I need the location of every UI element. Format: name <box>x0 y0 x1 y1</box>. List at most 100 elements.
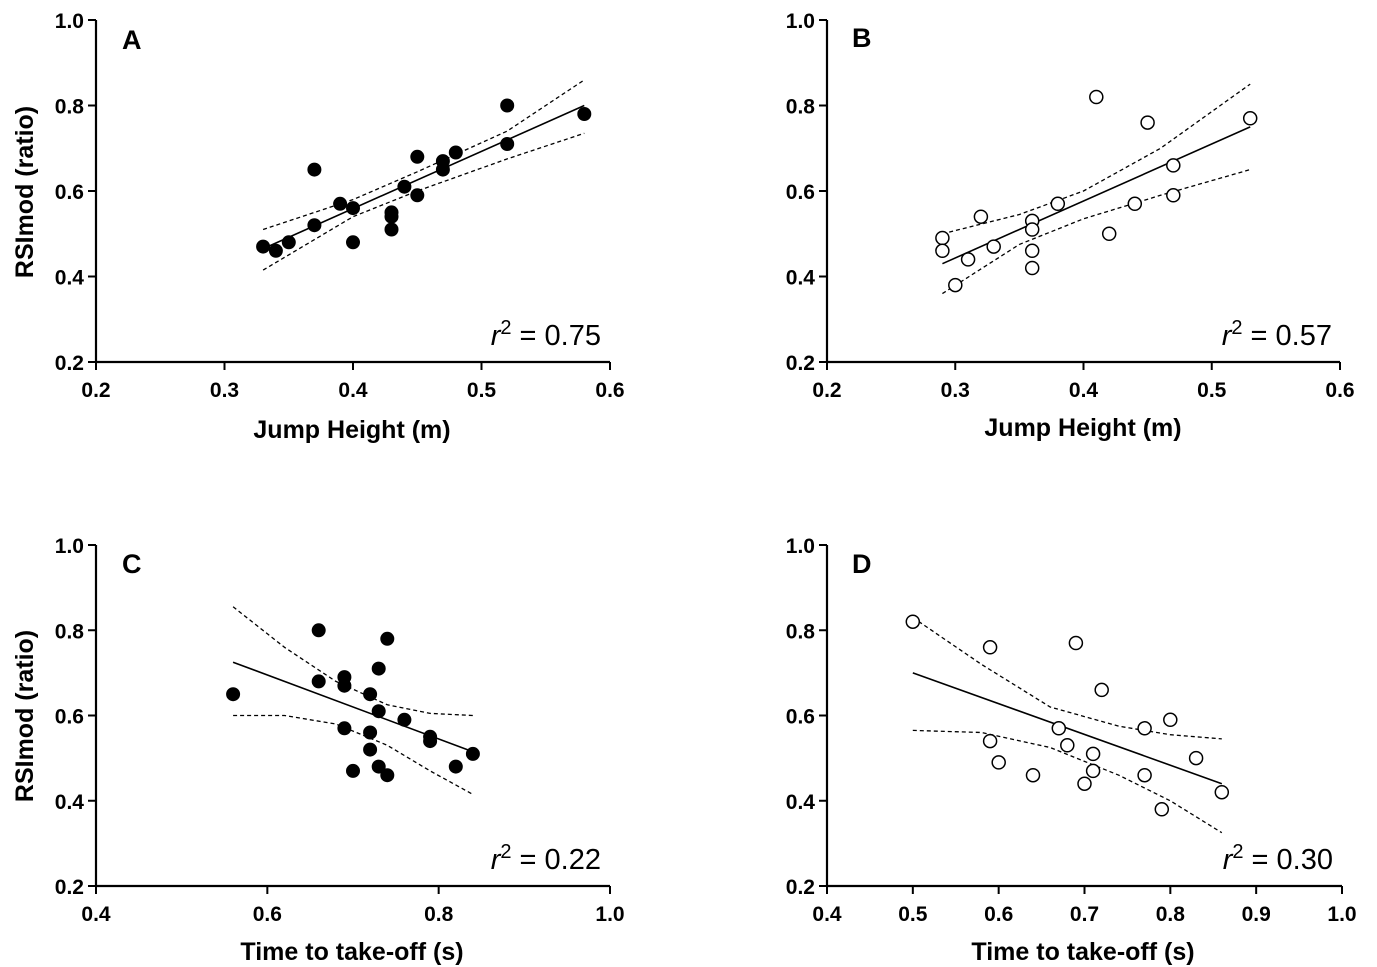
panel-c-data-point <box>226 687 241 702</box>
panel-c-ci-upper-line <box>232 606 473 717</box>
panel-c-data-point <box>397 712 412 727</box>
panel-c-data-point <box>337 678 352 693</box>
panel-b-x-tick-label: 0.4 <box>1069 379 1099 402</box>
panel-d-data-point <box>1051 721 1067 736</box>
panel-d-data-point <box>1068 635 1084 651</box>
panel-c-data-point <box>363 742 378 757</box>
panel-b-data-point <box>1024 222 1040 237</box>
panel-c-data-point <box>371 759 386 774</box>
panel-c-label: C <box>122 549 142 579</box>
panel-b-data-point <box>935 230 950 246</box>
panel-d-x-tick-label: 0.4 <box>812 903 842 926</box>
panel-d-r-value: = 0.30 <box>1244 844 1334 876</box>
panel-b-r-squared: r2 = 0.57 <box>1222 317 1332 352</box>
panel-b-data-point <box>935 243 950 259</box>
panel-a-ci-lower-line <box>262 132 585 271</box>
panel-a-x-tick-label: 0.2 <box>81 379 110 402</box>
panel-d-regression-line <box>912 672 1223 785</box>
panel-a-data-point <box>500 98 515 113</box>
panel-c-regression-line <box>232 661 474 753</box>
panel-a-data-point <box>384 209 399 224</box>
panel-d-x-tick-label: 0.8 <box>1156 903 1186 926</box>
panel-a-y-tick-label: 1.0 <box>55 10 84 33</box>
panel-c-data-point <box>363 725 378 740</box>
panel-b-ci-lower-line <box>942 168 1251 295</box>
panel-b-y-tick-label: 0.4 <box>786 267 816 290</box>
panel-d-x-tick-label: 0.5 <box>898 903 928 926</box>
panel-a-data-point <box>500 137 515 151</box>
panel-b-x-axis-title: Jump Height (m) <box>984 414 1181 442</box>
panel-c-r-symbol: r <box>491 844 502 876</box>
panel-d-x-tick-label: 0.6 <box>984 903 1013 926</box>
panel-a-data-point <box>307 162 322 177</box>
panel-d-data-point <box>1163 712 1178 728</box>
panel-a-y-tick-label: 0.4 <box>55 267 85 290</box>
panel-d-x-tick-label: 0.9 <box>1242 903 1271 926</box>
panel-a-data-point <box>346 201 360 216</box>
panel-b-data-point <box>1089 89 1104 105</box>
panel-d-data-point <box>1094 682 1109 698</box>
panel-d-data-point <box>905 614 921 629</box>
panel-a: A Jump Height (m) RSImod (ratio) r2 = 0.… <box>11 10 625 444</box>
panel-c: C Time to take-off (s) RSImod (ratio) r2… <box>11 535 625 966</box>
panel-b-data-point <box>1024 260 1040 276</box>
panel-c-data-point <box>465 746 480 761</box>
panel-d: D Time to take-off (s) r2 = 0.30 0.2 0.4 0… <box>786 535 1357 966</box>
panel-c-x-tick-label: 0.6 <box>253 903 282 926</box>
panel-c-y-tick-label: 0.2 <box>55 876 84 899</box>
panel-c-y-axis-title: RSImod (ratio) <box>11 630 39 802</box>
panel-b-y-tick-label: 0.2 <box>786 352 815 375</box>
panel-a-data-point <box>346 235 360 250</box>
panel-b-data-point <box>1140 115 1155 130</box>
panel-d-x-tick-label: 1.0 <box>1327 903 1356 926</box>
panel-d-data-point <box>991 755 1006 770</box>
panel-b-data-point <box>1166 188 1181 203</box>
panel-d-data-point <box>1154 802 1170 817</box>
panel-b-data-point <box>1127 196 1143 212</box>
panel-b-data-point <box>973 209 989 224</box>
panel-d-y-tick-label: 0.2 <box>786 876 815 899</box>
panel-a-x-tick-label: 0.4 <box>338 379 368 402</box>
panel-d-r-squared: r2 = 0.30 <box>1223 841 1333 876</box>
panel-a-r-exponent: 2 <box>500 317 511 339</box>
panel-c-data-point <box>371 661 386 676</box>
panel-c-data-point <box>311 623 326 638</box>
panel-c-y-tick-label: 0.4 <box>55 791 85 814</box>
panel-a-data-point <box>268 243 283 258</box>
panel-c-data-point <box>346 763 360 778</box>
panel-a-data-point <box>410 188 425 203</box>
panel-b-r-value: = 0.57 <box>1243 320 1333 352</box>
panel-b-x-tick-label: 0.6 <box>1325 379 1354 402</box>
panel-c-data-point <box>337 721 352 736</box>
panel-d-x-tick-label: 0.7 <box>1070 903 1099 926</box>
panel-c-data-point <box>371 704 386 719</box>
panel-d-data-point <box>1077 776 1092 791</box>
panel-c-data-point <box>363 687 378 702</box>
panel-d-r-symbol: r <box>1223 844 1234 876</box>
panel-d-data-point <box>1137 767 1152 783</box>
panel-d-data-point <box>1137 721 1152 736</box>
panel-b-x-tick-label: 0.2 <box>812 379 841 402</box>
panel-b-x-tick-label: 0.5 <box>1197 379 1227 402</box>
panel-d-data-point <box>1085 746 1101 762</box>
panel-c-data-point <box>448 759 463 774</box>
panel-d-y-tick-label: 0.6 <box>786 706 815 729</box>
panel-d-data-point <box>1025 767 1041 783</box>
panel-c-ci-lower-line <box>233 714 474 795</box>
panel-a-data-point <box>281 235 296 250</box>
panel-d-data-point <box>1214 784 1230 800</box>
panel-c-x-axis-title: Time to take-off (s) <box>240 938 463 966</box>
panel-a-r-symbol: r <box>491 320 502 352</box>
panel-a-data-point <box>577 107 592 121</box>
panel-c-x-tick-label: 0.4 <box>81 903 111 926</box>
panel-b: B Jump Height (m) r2 = 0.57 0.2 0.4 0.6 0.8… <box>786 10 1355 442</box>
panel-d-label: D <box>852 549 872 579</box>
panel-b-data-point <box>1024 243 1040 259</box>
panel-a-y-axis-title: RSImod (ratio) <box>11 106 39 278</box>
panel-a-r-value: = 0.75 <box>512 320 602 352</box>
panel-b-data-point <box>948 277 963 293</box>
panel-b-data-point <box>986 239 1001 254</box>
panel-d-data-point <box>982 733 998 749</box>
panel-a-data-point <box>410 149 425 164</box>
panel-a-data-point <box>397 179 412 194</box>
